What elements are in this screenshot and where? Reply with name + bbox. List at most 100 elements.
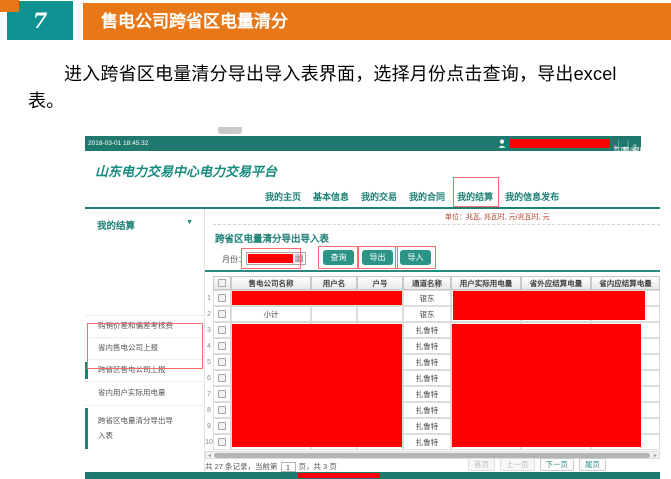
row-number: 9 <box>207 422 211 430</box>
sidebar-item-跨省区电量清分导出导入表[interactable]: 跨省区电量清分导出导入表 <box>85 405 205 451</box>
nav-tab-基本信息[interactable]: 基本信息 <box>313 192 350 202</box>
row-number: 6 <box>207 374 211 382</box>
annotation-box-month-input <box>241 248 301 269</box>
query-button[interactable]: 查询 <box>323 250 354 265</box>
annotation-box-import-button <box>395 246 436 269</box>
pagination-button-下一页[interactable]: 下一页 <box>539 458 574 471</box>
row-checkbox[interactable] <box>218 326 226 334</box>
pagination-buttons: 首页 上一页 下一页 尾页 <box>468 458 606 471</box>
toolbar-divider-line <box>205 270 660 272</box>
row-checkbox[interactable] <box>218 422 226 430</box>
column-header: 户号 <box>357 276 403 290</box>
row-checkbox-cell <box>213 402 231 418</box>
nav-tab-我的信息发布[interactable]: 我的信息发布 <box>505 192 560 202</box>
row-checkbox[interactable] <box>218 390 226 398</box>
help-icon: ? <box>633 143 637 151</box>
app-footer-bar <box>85 472 660 479</box>
page-number-input[interactable]: 1 <box>280 461 296 472</box>
redaction-overlay <box>232 324 402 447</box>
row-number: 4 <box>207 342 211 350</box>
platform-logo: 山东电力交易中心电力交易平台 <box>95 164 278 179</box>
channel-cell: 扎鲁特 <box>403 434 451 450</box>
nav-divider-line <box>85 207 660 209</box>
row-checkbox[interactable] <box>218 406 226 414</box>
row-checkbox[interactable] <box>218 374 226 382</box>
timestamp: 2018-03-01 18:45:32 <box>88 140 149 147</box>
nav-tab-我的主页[interactable]: 我的主页 <box>265 192 302 202</box>
dashed-separator <box>213 224 660 225</box>
row-checkbox-cell <box>213 290 231 306</box>
row-number: 8 <box>207 406 211 414</box>
channel-cell: 银东 <box>403 290 451 306</box>
nav-tabs: 我的主页 基本信息 我的交易 我的合同 我的结算 我的信息发布 <box>265 190 559 203</box>
subtotal-cell: 小计 <box>231 306 311 322</box>
slide-title: 售电公司跨省区电量清分 <box>101 12 288 31</box>
column-header: 售电公司名称 <box>231 276 311 290</box>
row-checkbox[interactable] <box>218 294 226 302</box>
redacted-footer-text <box>298 473 380 478</box>
month-label: 月份： <box>222 255 246 264</box>
sidebar-header[interactable]: 我的结算 ▼ <box>97 219 193 232</box>
select-all-checkbox[interactable] <box>218 279 226 287</box>
sidebar-item-跨省区售电公司上报[interactable]: 跨省区售电公司上报 <box>85 359 205 381</box>
column-header: 省外应结算电量 <box>521 276 591 290</box>
divider: | <box>617 140 620 147</box>
column-header: 通道名称 <box>403 276 451 290</box>
pagination-summary: 共 27 条记录，当前第 1 页，共 3 页 <box>205 461 337 472</box>
column-header: 省内应结算电量 <box>591 276 660 290</box>
import-button[interactable]: 导入 <box>400 250 431 265</box>
channel-cell: 扎鲁特 <box>403 370 451 386</box>
row-checkbox-cell <box>213 386 231 402</box>
sidebar: 我的结算 ▼ 购销价差和偏差考核费 省内售电公司上报 跨省区售电公司上报 省内用户实际… <box>85 209 205 479</box>
pagination-button-尾页[interactable]: 尾页 <box>579 458 606 471</box>
nav-tab-我的结算[interactable]: 我的结算 <box>457 192 494 202</box>
app-screenshot: 2018-03-01 18:45:32 ⌂ 首页 | ↩ 退出 | ? 帮助 <box>85 127 660 479</box>
redaction-overlay <box>452 324 641 447</box>
row-number: 3 <box>207 326 211 334</box>
row-number: 7 <box>207 390 211 398</box>
nav-tab-我的交易[interactable]: 我的交易 <box>361 192 398 202</box>
nav-tab-我的合同[interactable]: 我的合同 <box>409 192 446 202</box>
page-title: 跨省区电量清分导出导入表 <box>215 234 330 245</box>
channel-cell: 扎鲁特 <box>403 418 451 434</box>
scrollbar-thumb[interactable] <box>214 452 650 458</box>
sidebar-item-省内售电公司上报[interactable]: 省内售电公司上报 <box>85 337 205 359</box>
slide-number: 7 <box>32 8 48 33</box>
select-all-cell <box>213 276 231 290</box>
channel-cell: 扎鲁特 <box>403 338 451 354</box>
row-checkbox-cell <box>213 418 231 434</box>
row-checkbox[interactable] <box>218 310 226 318</box>
redacted-month-value <box>248 254 293 263</box>
sidebar-item-购销价差和偏差考核费[interactable]: 购销价差和偏差考核费 <box>85 315 205 337</box>
pagination-button-首页[interactable]: 首页 <box>468 458 495 471</box>
row-checkbox-cell <box>213 322 231 338</box>
table-cell <box>311 306 357 322</box>
calendar-icon[interactable]: ▦ <box>294 253 304 264</box>
annotation-box-nav-settlement <box>453 177 499 207</box>
table-cell <box>357 306 403 322</box>
month-input[interactable]: ▦ <box>246 252 306 265</box>
channel-cell: 扎鲁特 <box>403 354 451 370</box>
divider: | <box>627 140 629 147</box>
row-checkbox-cell <box>213 434 231 450</box>
channel-cell: 扎鲁特 <box>403 386 451 402</box>
scroll-left-arrow[interactable]: ◄ <box>207 453 212 459</box>
row-checkbox[interactable] <box>218 342 226 350</box>
export-button[interactable]: 导出 <box>362 250 393 265</box>
slide-body-text: 进入跨省区电量清分导出导入表界面，选择月份点击查询，导出excel表。 <box>28 64 617 111</box>
horizontal-scrollbar[interactable]: ◄ ► <box>205 451 660 459</box>
row-number: 2 <box>207 310 211 318</box>
scroll-right-arrow[interactable]: ► <box>653 453 658 459</box>
annotation-box-query-button <box>318 246 359 269</box>
annotation-box-sidebar-item <box>87 323 203 369</box>
pagination-button-上一页[interactable]: 上一页 <box>500 458 535 471</box>
column-header: 用户名 <box>311 276 357 290</box>
redaction-overlay <box>232 291 402 305</box>
row-checkbox[interactable] <box>218 358 226 366</box>
row-checkbox[interactable] <box>218 438 226 446</box>
sidebar-item-省内用户实际用电量[interactable]: 省内用户实际用电量 <box>85 381 205 405</box>
row-number: 1 <box>207 294 211 302</box>
row-number: 10 <box>205 438 213 446</box>
annotation-box-export-button <box>357 246 398 269</box>
column-header: 用户实际用电量 <box>451 276 521 290</box>
